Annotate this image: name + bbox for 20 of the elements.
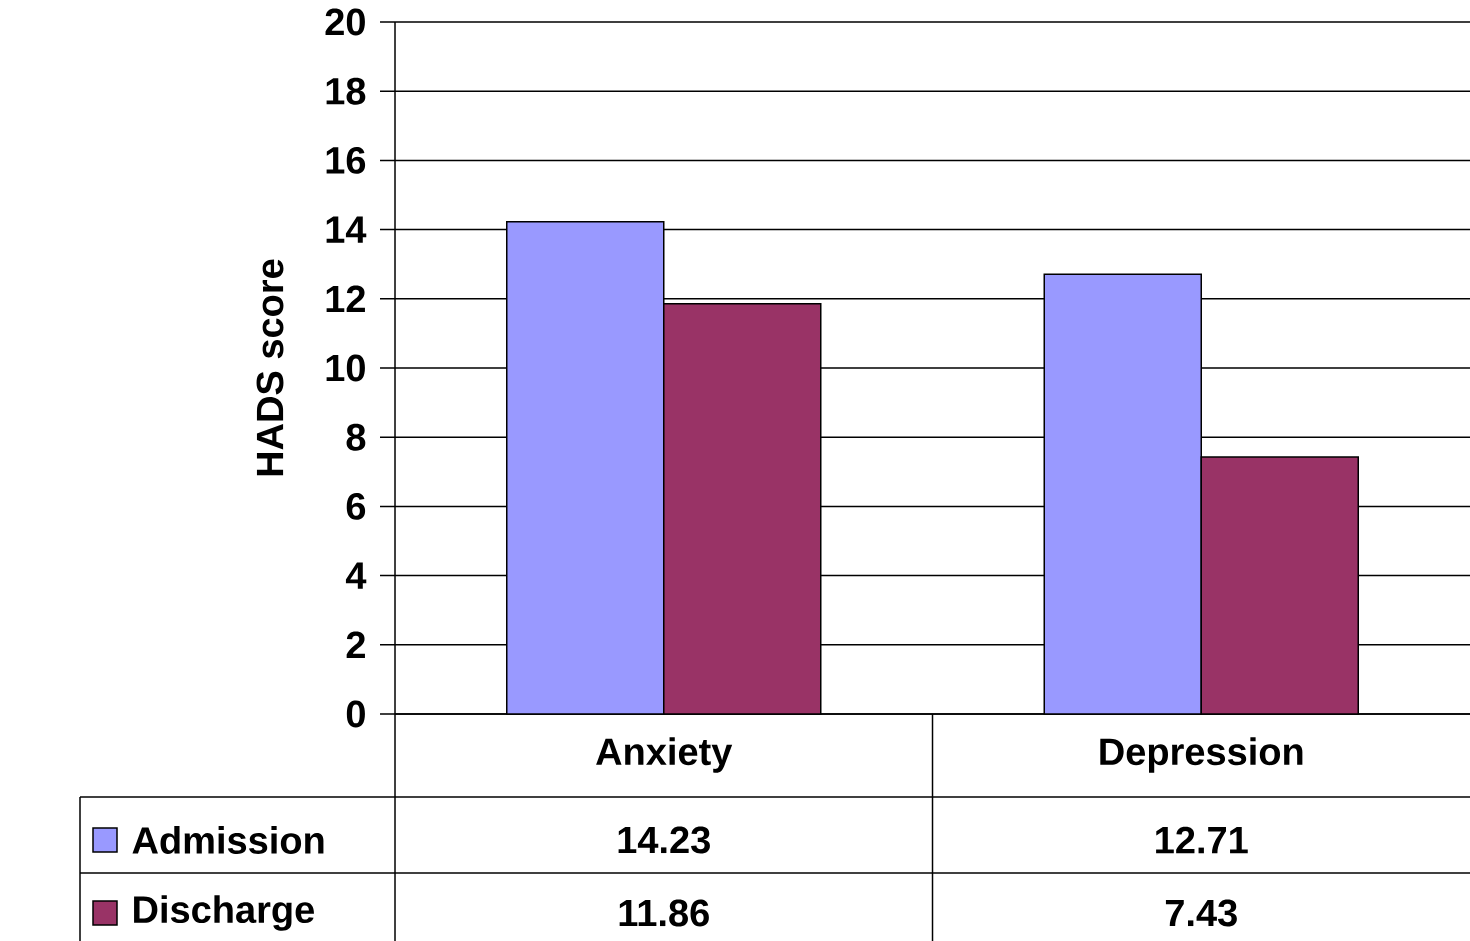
y-tick-label: 14: [326, 216, 367, 243]
y-tick-label: 6: [346, 492, 366, 520]
legend-label: Admission: [132, 826, 324, 854]
data-label: 11.86: [619, 899, 709, 927]
x-tick-label: Anxiety: [596, 737, 733, 773]
y-tick-label: 2: [346, 631, 365, 659]
legend-label: Discharge: [134, 895, 314, 931]
x-tick-label: Depression: [1100, 737, 1303, 773]
y-tick-label: 8: [346, 423, 366, 451]
y-axis-title: HADS score: [256, 259, 284, 476]
y-tick-label: 10: [326, 354, 365, 382]
y-tick-label: 12: [326, 285, 365, 313]
y-tick-label: 4: [345, 562, 367, 589]
data-label: 7.43: [1165, 899, 1237, 927]
y-tick-label: 18: [326, 77, 366, 105]
y-tick-label: 16: [326, 146, 366, 174]
y-tick-label: 0: [346, 700, 365, 728]
data-label: 12.71: [1156, 826, 1248, 854]
y-tick-label: 20: [325, 8, 365, 36]
data-label: 14.23: [618, 826, 710, 854]
